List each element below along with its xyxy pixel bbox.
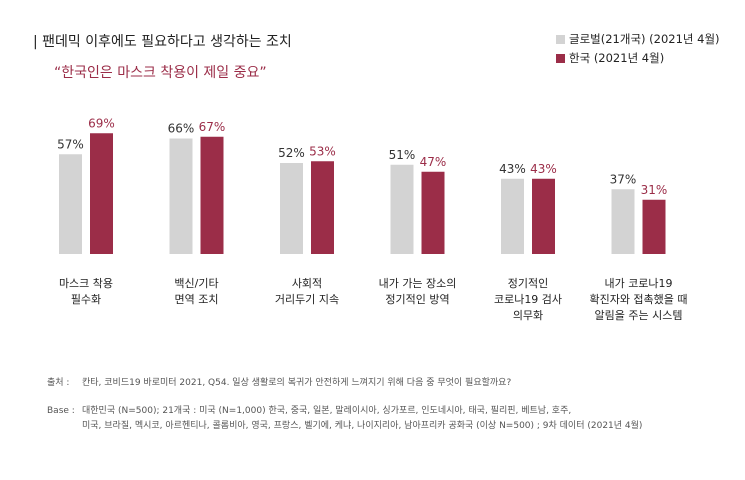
data-label: 47% bbox=[420, 155, 447, 169]
legend-item-global: 글로벌(21개국) (2021년 4월) bbox=[556, 31, 720, 47]
data-label: 52% bbox=[278, 146, 305, 160]
category-label: 알림을 주는 시스템 bbox=[595, 308, 683, 322]
data-label: 51% bbox=[389, 148, 416, 162]
data-label: 31% bbox=[641, 183, 668, 197]
category-label: 거리두기 지속 bbox=[275, 293, 339, 306]
category-label: 의무화 bbox=[513, 309, 543, 322]
bar-global bbox=[59, 154, 82, 254]
data-label: 43% bbox=[499, 162, 526, 176]
legend-item-korea: 한국 (2021년 4월) bbox=[556, 50, 664, 66]
category-label: 백신/기타 bbox=[174, 277, 218, 290]
category-label: 마스크 착용 bbox=[59, 277, 113, 290]
bar-korea bbox=[200, 136, 224, 254]
category-label: 사회적 bbox=[292, 277, 322, 290]
data-label: 67% bbox=[199, 120, 226, 134]
source-label: 출처 : bbox=[47, 378, 70, 388]
data-label: 37% bbox=[610, 172, 637, 186]
bar-korea bbox=[532, 178, 555, 254]
bar-korea bbox=[421, 171, 445, 254]
bar-korea bbox=[311, 161, 334, 254]
legend-swatch-korea bbox=[556, 53, 565, 63]
category-label: 정기적인 방역 bbox=[385, 293, 449, 306]
legend-swatch-global bbox=[556, 34, 565, 44]
legend-label: 글로벌(21개국) (2021년 4월) bbox=[569, 32, 720, 46]
bar-korea bbox=[642, 199, 666, 254]
bar-global bbox=[169, 138, 193, 254]
base-text-2: 미국, 브라질, 멕시코, 아르헨티나, 콜롬비아, 영국, 프랑스, 벨기에,… bbox=[82, 421, 643, 431]
base-label: Base : bbox=[47, 406, 75, 416]
data-label: 69% bbox=[88, 116, 115, 130]
category-label: 면역 조치 bbox=[175, 293, 219, 306]
bar-global bbox=[390, 164, 414, 254]
category-label: 내가 코로나19 bbox=[604, 277, 672, 290]
bar-global bbox=[611, 189, 635, 254]
category-label: 코로나19 검사 bbox=[494, 293, 562, 306]
category-label: 내가 가는 장소의 bbox=[379, 277, 457, 290]
source-text: 칸타, 코비드19 바로미터 2021, Q54. 일상 생활로의 복귀가 안전… bbox=[82, 378, 512, 388]
chart-title: | 팬데믹 이후에도 필요하다고 생각하는 조치 bbox=[33, 34, 292, 50]
bar-global bbox=[501, 178, 524, 254]
data-label: 66% bbox=[168, 122, 195, 136]
data-label: 57% bbox=[57, 137, 84, 151]
base-text-1: 대한민국 (N=500); 21개국 : 미국 (N=1,000) 한국, 중국… bbox=[82, 406, 572, 416]
category-label: 필수화 bbox=[71, 293, 101, 306]
data-label: 53% bbox=[309, 144, 336, 158]
legend-label: 한국 (2021년 4월) bbox=[569, 51, 665, 65]
chart-subtitle: “한국인은 마스크 착용이 제일 중요” bbox=[54, 65, 267, 81]
category-label: 정기적인 bbox=[508, 277, 548, 290]
bar-korea bbox=[90, 133, 113, 254]
data-label: 43% bbox=[530, 162, 557, 176]
category-label: 확진자와 접촉했을 때 bbox=[589, 293, 687, 306]
bar-global bbox=[280, 163, 303, 254]
